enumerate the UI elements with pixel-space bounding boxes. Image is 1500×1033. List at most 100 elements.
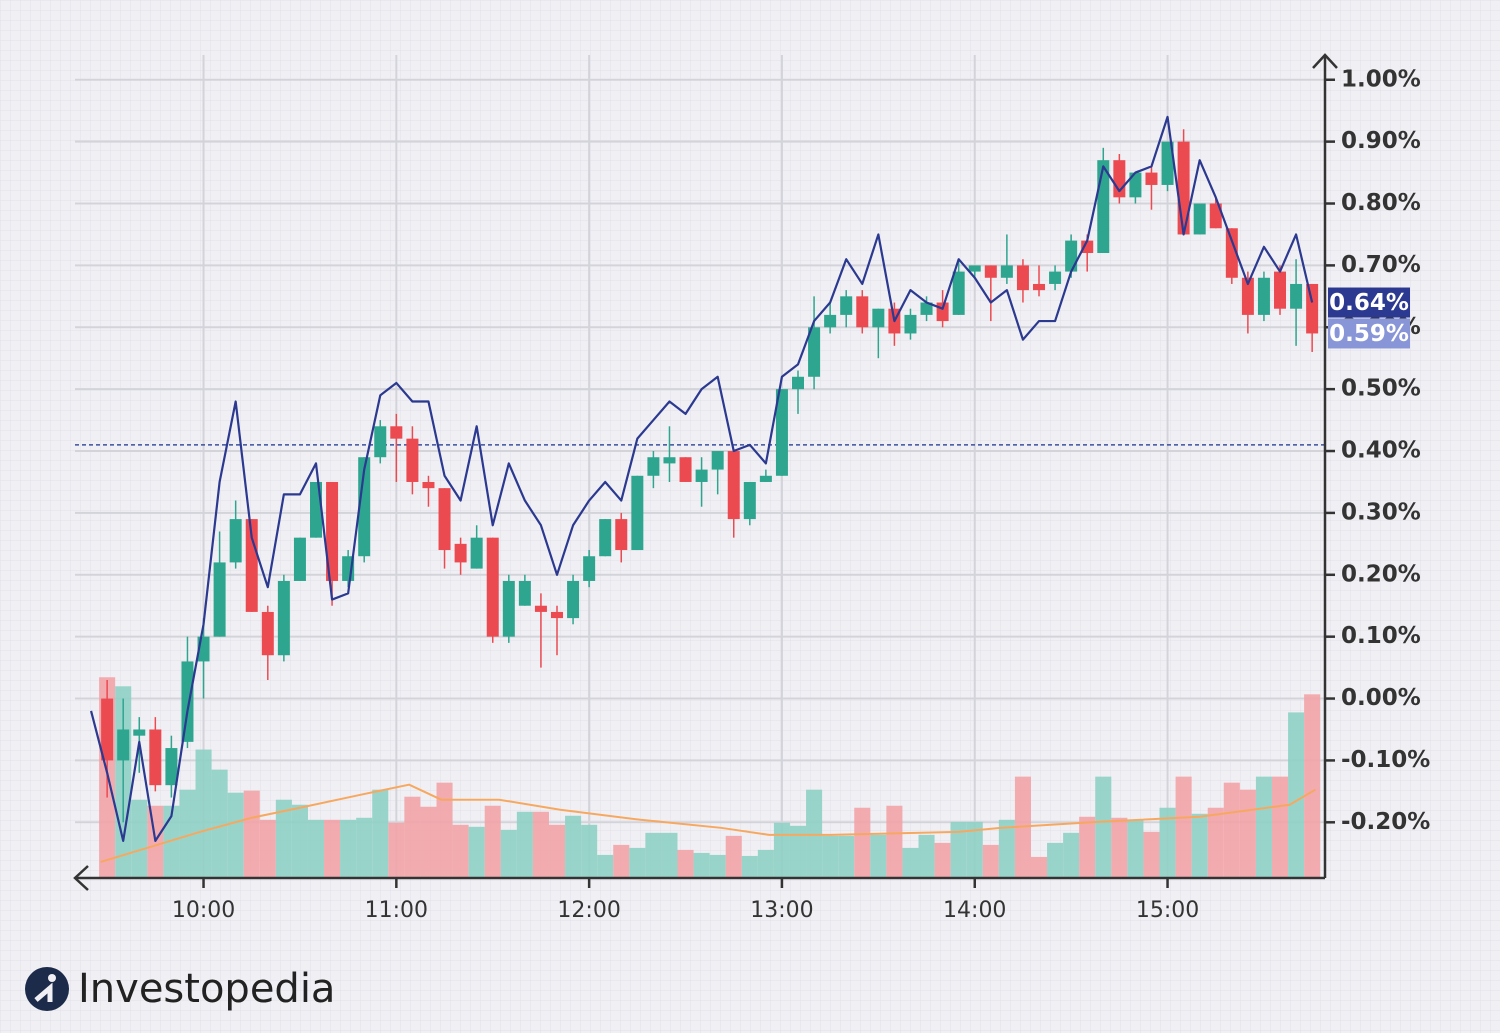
candle-body [647, 457, 660, 476]
candle-body [727, 451, 740, 520]
volume-bar [1047, 842, 1064, 878]
candle-body [711, 451, 724, 470]
volume-bar [388, 822, 405, 878]
volume-bar [741, 855, 758, 878]
candle-body [293, 537, 306, 581]
candle-body [1033, 283, 1046, 291]
candle-body [101, 698, 114, 761]
volume-bar [1239, 789, 1256, 878]
volume-bar [1223, 782, 1240, 878]
volume-bar [998, 819, 1015, 878]
candle-body [856, 296, 869, 328]
volume-bar [452, 824, 469, 878]
candle-body [840, 296, 853, 315]
volume-bar [757, 849, 774, 878]
volume-bar [565, 815, 582, 878]
volume-bar [645, 832, 662, 878]
candle-body [1081, 240, 1094, 254]
y-tick-label: 0.00% [1341, 685, 1421, 711]
candle-body [261, 611, 274, 656]
volume-bar [709, 854, 726, 878]
volume-bar [532, 811, 549, 878]
candle-body [1145, 172, 1158, 185]
volume-bar [613, 844, 630, 878]
candle-body [968, 265, 981, 272]
candle-body [1129, 172, 1142, 198]
candle-body [1177, 141, 1190, 235]
candle-body [1241, 277, 1254, 315]
volume-bar [950, 821, 967, 878]
volume-bar [179, 789, 196, 878]
candle-body [551, 611, 564, 619]
candle-body [1161, 141, 1174, 185]
volume-bar [1127, 819, 1144, 878]
candle-body [454, 543, 467, 563]
y-tick-label: 0.50% [1341, 376, 1421, 402]
candle-body [1306, 283, 1319, 334]
candle-body [245, 519, 258, 612]
candle-body [904, 314, 917, 334]
volume-bar [436, 782, 453, 878]
candle-body [1049, 271, 1062, 284]
volume-bar [1063, 832, 1080, 878]
x-tick-label: 12:00 [557, 898, 620, 923]
candle-body [1257, 277, 1270, 315]
candle-body [133, 729, 146, 736]
volume-bar [1304, 694, 1321, 878]
logo: Investopedia [25, 966, 335, 1012]
volume-bar [1207, 807, 1224, 878]
candle-body [422, 481, 435, 489]
moving-average [100, 783, 1316, 863]
volume-bar [1288, 712, 1305, 878]
volume-bar [468, 826, 485, 878]
candle-body [358, 457, 371, 557]
volume-bar [1079, 816, 1096, 878]
candle-body [534, 605, 547, 612]
volume-bar [918, 834, 935, 878]
candle-body [149, 729, 162, 786]
y-tick-label: 0.30% [1341, 499, 1421, 525]
last-value-label: 0.64% [1329, 290, 1409, 316]
candle-body [1290, 283, 1303, 309]
candle-body [486, 537, 499, 637]
volume-bar [211, 769, 228, 878]
volume-bar [275, 799, 292, 878]
candle-body [1193, 203, 1206, 235]
candle-body [470, 537, 483, 569]
candle-body [920, 302, 933, 315]
candle-body [518, 580, 531, 606]
volume-bar [356, 817, 373, 878]
volume-bar [420, 806, 437, 878]
volume-bar [1111, 817, 1128, 878]
volume-bar [227, 792, 244, 878]
volume-bar [629, 847, 646, 878]
last-close-label: 0.59% [1329, 321, 1409, 347]
volume-bar [484, 805, 501, 878]
x-arrow [73, 865, 89, 891]
volume-bar [1095, 776, 1112, 878]
volume-bar [838, 835, 855, 878]
volume-bar [1271, 776, 1289, 878]
candle-body [374, 426, 387, 458]
logo-mark [34, 982, 53, 1002]
candle-body [824, 314, 837, 328]
volume-bar [966, 821, 983, 878]
volume-bar [773, 822, 790, 878]
candle-body [277, 580, 290, 656]
x-tick-label: 15:00 [1136, 898, 1199, 923]
candle-body [326, 481, 339, 581]
volume-bar [1159, 807, 1176, 878]
candle-body [406, 438, 419, 482]
candle-body [952, 271, 965, 315]
x-tick-label: 13:00 [750, 898, 813, 923]
volume-bar [1175, 776, 1192, 878]
candle-body [984, 265, 997, 278]
volume-bar [372, 789, 389, 878]
volume-bar [131, 799, 148, 878]
candle-body [1209, 203, 1222, 229]
volume-bar [597, 854, 614, 878]
candle-body [181, 661, 194, 742]
last-value-box [1328, 287, 1410, 318]
plot [75, 115, 1325, 842]
